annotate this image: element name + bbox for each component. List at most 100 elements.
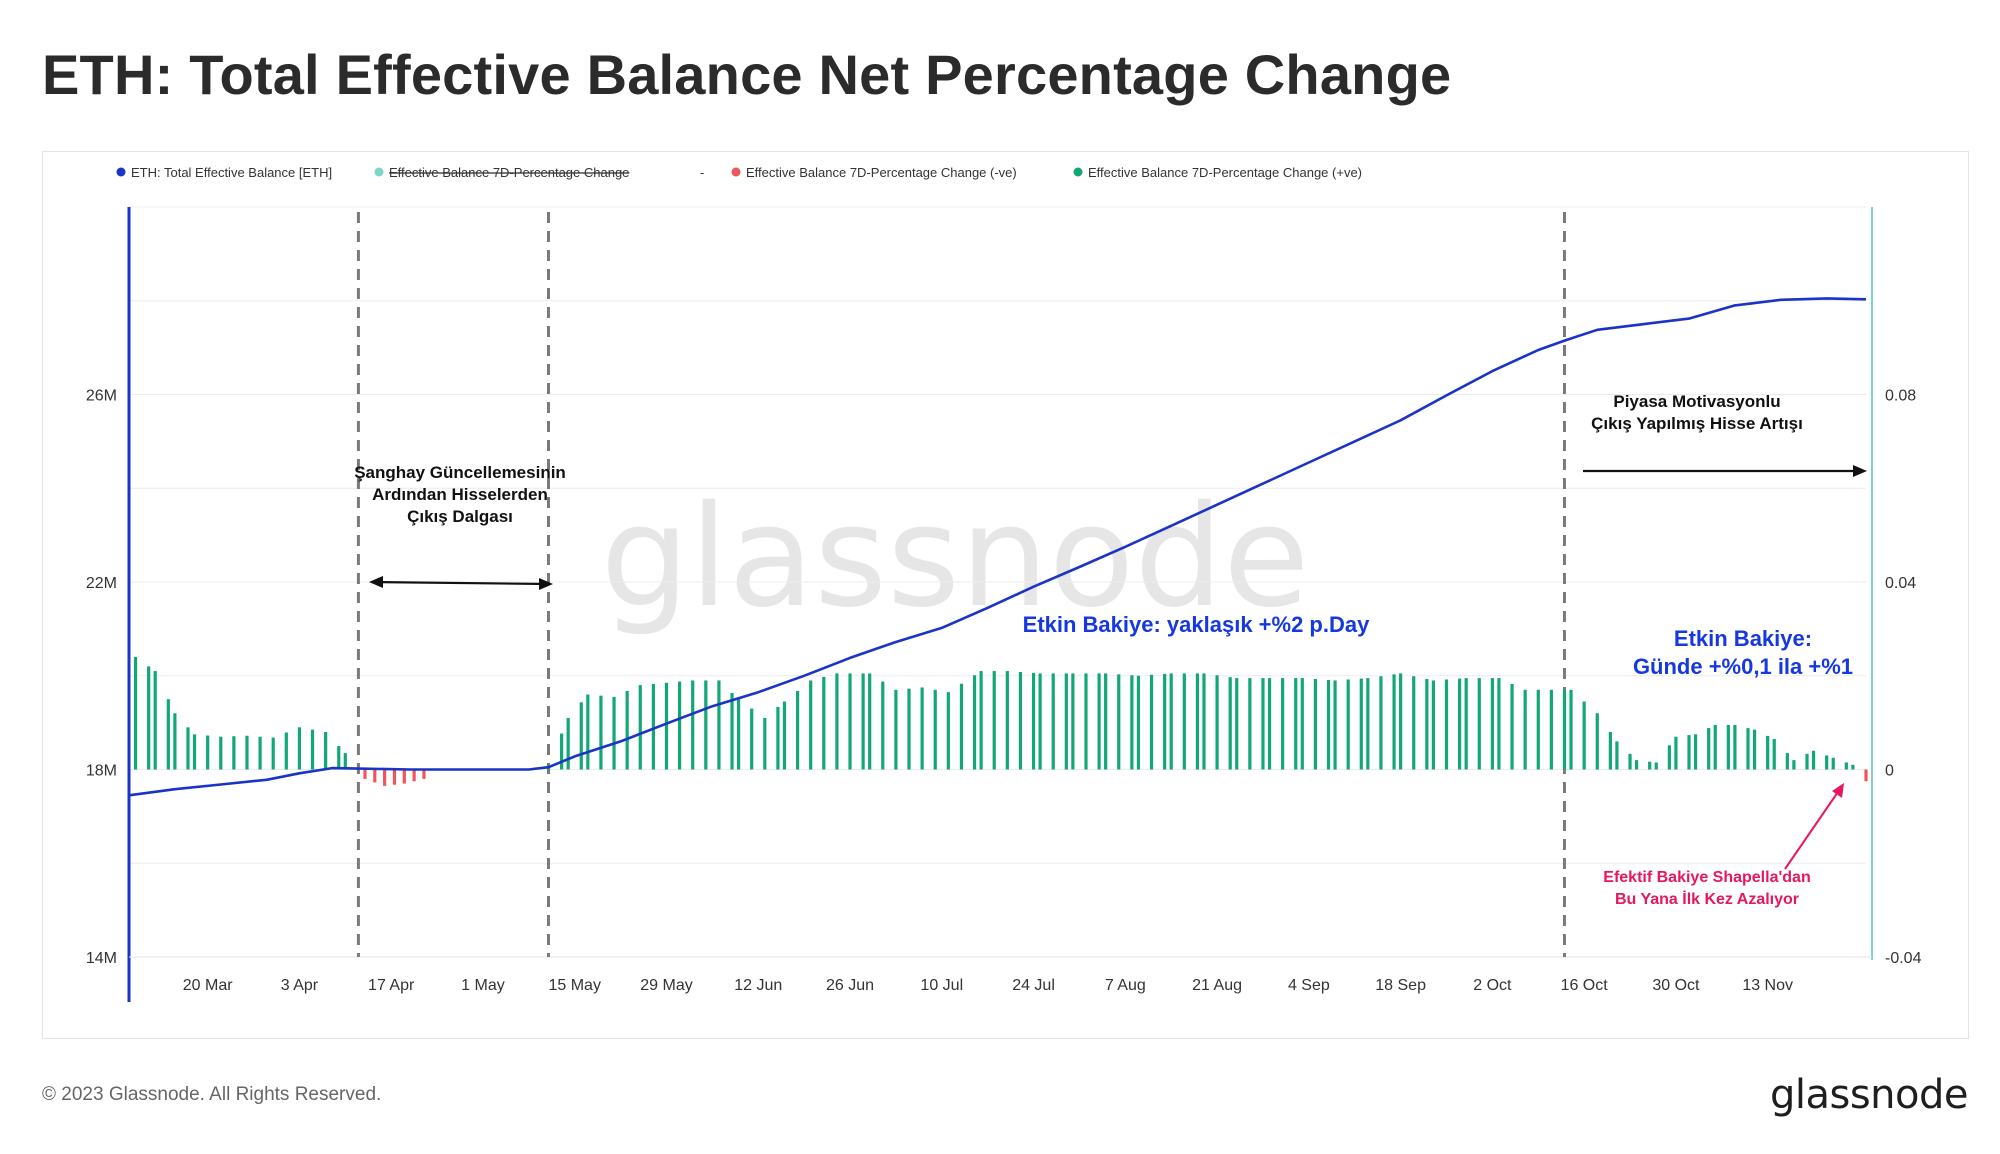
positive-change-bar bbox=[625, 690, 629, 770]
positive-change-bar bbox=[1169, 673, 1173, 770]
positive-change-bar bbox=[1425, 679, 1429, 770]
positive-change-bar bbox=[166, 699, 170, 770]
x-tick-label: 17 Apr bbox=[368, 977, 415, 994]
positive-change-bar bbox=[979, 671, 983, 770]
positive-change-bar bbox=[560, 733, 564, 770]
positive-change-bar bbox=[1634, 760, 1639, 770]
positive-change-bar bbox=[206, 735, 210, 770]
negative-change-bar bbox=[373, 769, 377, 783]
positive-change-bar bbox=[153, 671, 157, 770]
positive-change-bar bbox=[677, 681, 682, 770]
positive-change-bar bbox=[1412, 676, 1416, 770]
positive-change-bar bbox=[1477, 678, 1481, 770]
positive-change-bar bbox=[1136, 675, 1141, 770]
positive-change-bar bbox=[1772, 739, 1776, 770]
x-tick-label: 26 Jun bbox=[826, 977, 874, 994]
legend-item-negative[interactable]: Effective Balance 7D-Percentage Change (… bbox=[731, 165, 1017, 180]
positive-change-bar bbox=[219, 736, 223, 770]
legend-item-dash: - bbox=[700, 165, 704, 180]
chart-canvas: ETH: Total Effective Balance [ETH] Effec… bbox=[86, 165, 1922, 1002]
positive-change-bar bbox=[232, 736, 236, 770]
brand-logo: glassnode bbox=[1769, 1072, 1969, 1118]
event-markers bbox=[356, 212, 1566, 957]
positive-change-bar bbox=[1693, 734, 1698, 770]
positive-change-bar bbox=[1300, 678, 1304, 770]
annotation-market-line2: Çıkış Yapılmış Hisse Artışı bbox=[1591, 414, 1803, 433]
positive-change-bar bbox=[1667, 745, 1671, 770]
positive-change-bar bbox=[310, 729, 315, 770]
positive-change-bar bbox=[271, 737, 275, 770]
y-left-tick-label: 14M bbox=[86, 950, 117, 967]
first-drop-arrow bbox=[1784, 783, 1844, 870]
annotation-first-drop-line1: Efektif Bakiye Shapella'dan bbox=[1603, 869, 1810, 886]
positive-change-bar bbox=[1851, 764, 1855, 770]
legend-label-change: Effective Balance 7D-Percentage Change bbox=[389, 165, 629, 180]
positive-change-bar bbox=[612, 696, 616, 770]
positive-change-bar bbox=[284, 732, 288, 770]
x-tick-label: 4 Sep bbox=[1288, 977, 1330, 994]
legend-item-positive[interactable]: Effective Balance 7D-Percentage Change (… bbox=[1073, 165, 1363, 180]
chart-title: ETH: Total Effective Balance Net Percent… bbox=[42, 43, 1452, 106]
first-drop-arrow-head bbox=[1832, 783, 1844, 798]
positive-change-bar bbox=[1051, 673, 1055, 770]
market-arrow bbox=[1583, 465, 1867, 477]
positive-change-bar bbox=[1366, 678, 1370, 770]
positive-change-bar bbox=[1359, 678, 1363, 770]
legend-marker-balance bbox=[116, 167, 126, 177]
y-right-tick-label: -0.04 bbox=[1885, 950, 1922, 967]
positive-change-bar bbox=[1654, 762, 1658, 770]
positive-change-bar bbox=[1202, 673, 1206, 770]
positive-change-bar bbox=[586, 694, 590, 770]
annotations: Şanghay Güncellemesinin Ardından Hissele… bbox=[354, 392, 1867, 908]
negative-change-bar bbox=[383, 769, 387, 786]
positive-change-bar bbox=[1595, 713, 1599, 770]
positive-change-bar bbox=[1235, 678, 1239, 770]
positive-change-bar bbox=[1379, 676, 1383, 770]
legend-item-balance[interactable]: ETH: Total Effective Balance [ETH] bbox=[116, 165, 333, 180]
positive-change-bar bbox=[1831, 757, 1835, 770]
x-tick-label: 10 Jul bbox=[920, 977, 963, 994]
positive-change-bar bbox=[1811, 750, 1816, 770]
positive-change-bar bbox=[1097, 673, 1101, 770]
positive-change-bar bbox=[1674, 736, 1678, 770]
positive-change-bar bbox=[848, 673, 852, 770]
y-right-tick-label: 0 bbox=[1885, 763, 1894, 780]
negative-change-bar bbox=[412, 769, 416, 782]
positive-change-bar bbox=[992, 671, 996, 770]
x-tick-label: 2 Oct bbox=[1473, 977, 1512, 994]
x-tick-label: 29 May bbox=[640, 977, 692, 994]
positive-change-bar bbox=[881, 681, 885, 770]
watermark: glassnode bbox=[601, 476, 1310, 639]
positive-change-bar bbox=[1163, 673, 1167, 770]
positive-change-bar bbox=[894, 689, 898, 770]
legend-marker-negative bbox=[731, 167, 741, 177]
positive-change-bar bbox=[1038, 673, 1042, 770]
positive-change-bar bbox=[1844, 762, 1848, 770]
positive-change-bar bbox=[1792, 760, 1796, 770]
positive-change-bar bbox=[1018, 672, 1023, 770]
balance-line-layer bbox=[128, 297, 1867, 797]
positive-change-bar bbox=[717, 680, 721, 770]
positive-change-bar bbox=[1510, 683, 1514, 770]
x-tick-label: 1 May bbox=[461, 977, 505, 994]
percentage-change-bars bbox=[133, 657, 1868, 786]
negative-change-bar bbox=[392, 769, 397, 785]
legend-label-negative: Effective Balance 7D-Percentage Change (… bbox=[746, 165, 1017, 180]
positive-change-bar bbox=[1805, 753, 1809, 770]
legend-label-positive: Effective Balance 7D-Percentage Change (… bbox=[1088, 165, 1362, 180]
negative-change-bar bbox=[402, 769, 406, 784]
x-tick-label: 13 Nov bbox=[1742, 977, 1793, 994]
positive-change-bar bbox=[1005, 671, 1009, 770]
positive-change-bar bbox=[1346, 679, 1350, 770]
axes bbox=[127, 207, 1873, 1002]
positive-change-bar bbox=[1523, 689, 1527, 770]
shanghai-double-arrow bbox=[369, 576, 553, 590]
x-tick-label: 3 Apr bbox=[281, 977, 319, 994]
positive-change-bar bbox=[1746, 728, 1750, 770]
annotation-daily-rate: Etkin Bakiye: yaklaşık +%2 p.Day bbox=[1023, 612, 1370, 637]
positive-change-bar bbox=[1549, 689, 1553, 770]
first-drop-arrow-shaft bbox=[1784, 788, 1841, 870]
annotation-market-line1: Piyasa Motivasyonlu bbox=[1613, 392, 1780, 411]
legend-item-change[interactable]: Effective Balance 7D-Percentage Change bbox=[374, 165, 630, 180]
positive-change-bar bbox=[822, 676, 826, 770]
